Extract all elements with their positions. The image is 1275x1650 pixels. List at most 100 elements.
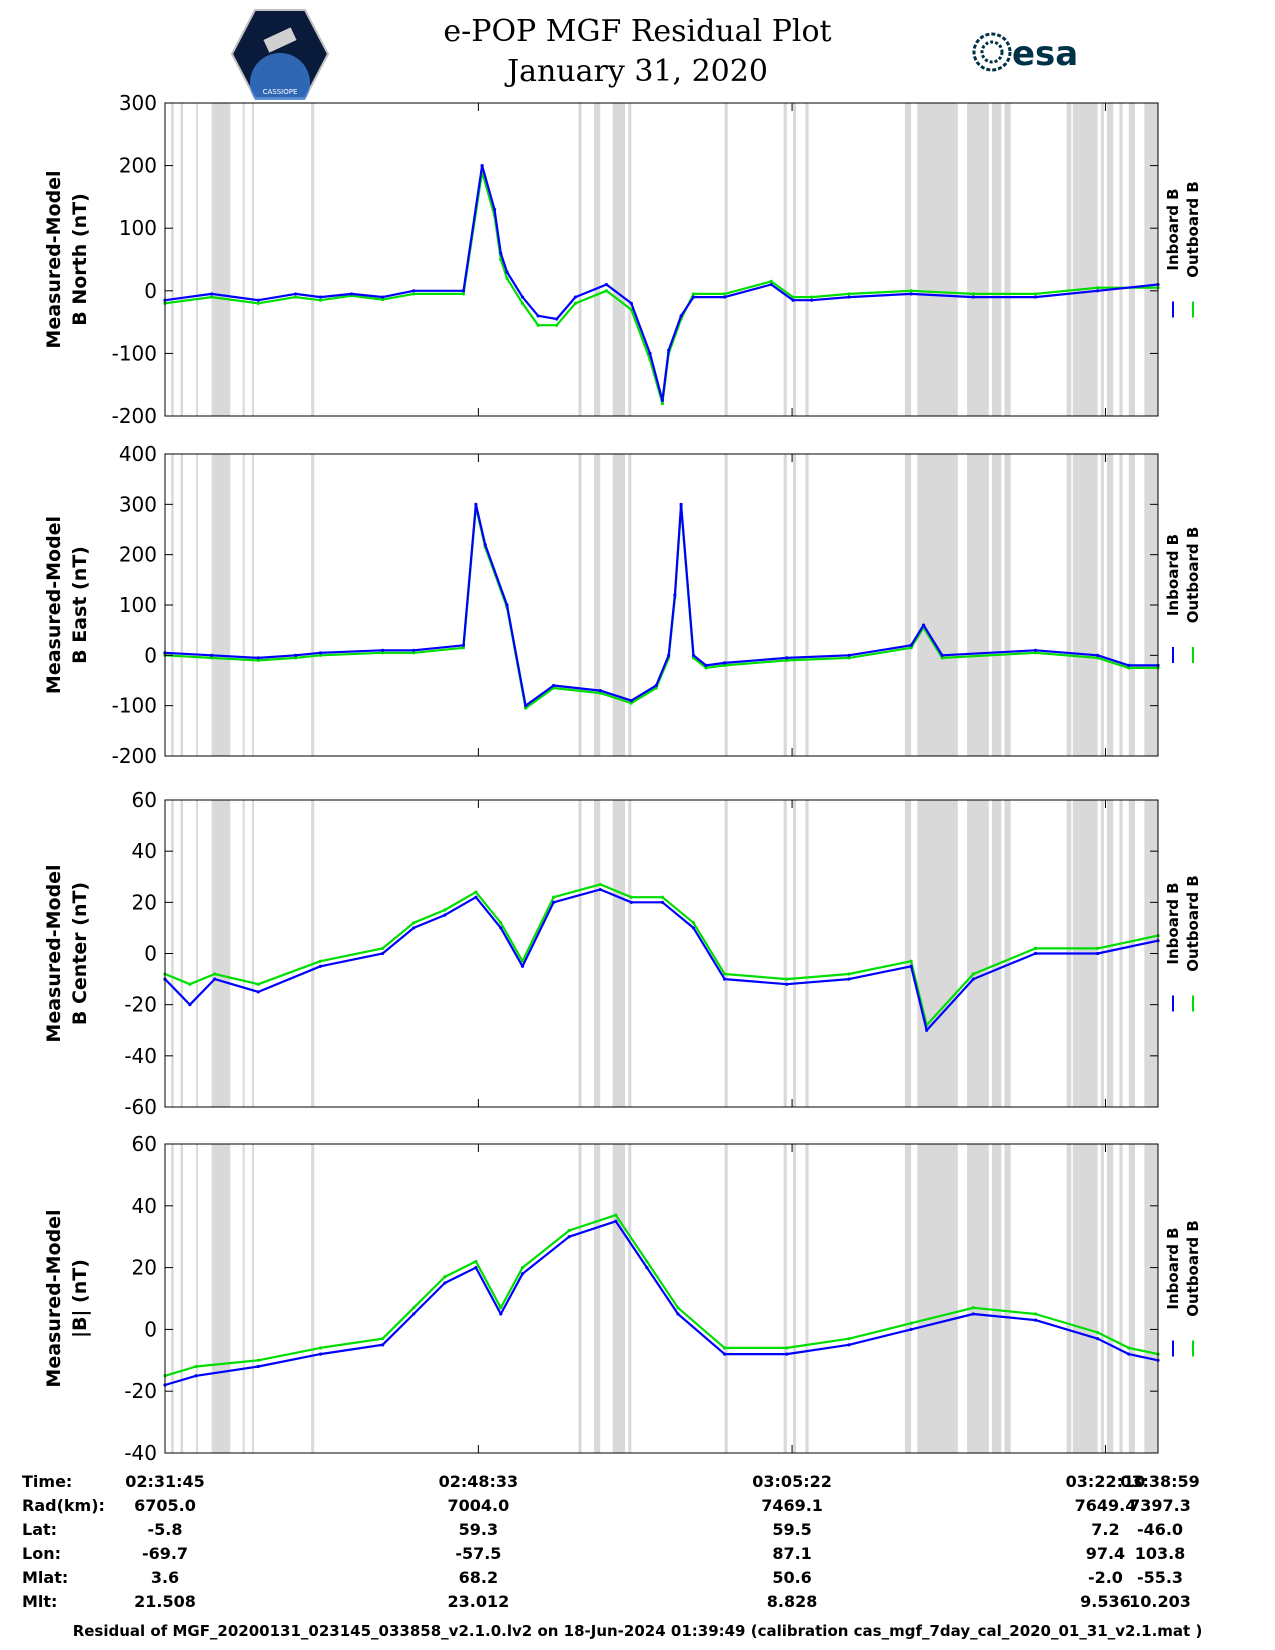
data-gap-band <box>612 1144 626 1453</box>
data-gap-band <box>628 800 632 1107</box>
footer-caption: Residual of MGF_20200131_023145_033858_v… <box>72 1622 1203 1640</box>
data-point-outboard <box>598 691 602 695</box>
series-line-inboard <box>164 164 1159 402</box>
legend-inboard-label: Inboard B <box>1164 188 1182 270</box>
data-point-outboard <box>1033 651 1038 655</box>
data-point-inboard <box>909 292 913 296</box>
data-point-outboard <box>499 921 503 925</box>
data-gap-band <box>805 454 809 756</box>
data-point-inboard <box>847 977 851 981</box>
data-gap-band <box>211 103 231 416</box>
data-point-inboard <box>971 295 975 299</box>
data-point-inboard <box>318 651 323 655</box>
data-gap-band <box>991 1144 1002 1453</box>
data-point-inboard <box>769 282 773 287</box>
panel-3: -60 -40 -20 0 20 40 60 Measured-Model B Center (… <box>43 788 1202 1119</box>
data-point-inboard <box>536 314 540 318</box>
esa-logo-text: esa <box>1012 34 1078 74</box>
y-tick-label: 100 <box>119 593 157 617</box>
data-point-inboard <box>691 295 696 299</box>
y-tick-label: 300 <box>119 492 157 516</box>
y-tick-label: -100 <box>112 694 157 718</box>
data-gap-band <box>594 103 601 416</box>
table-cell: 6705.0 <box>134 1496 196 1515</box>
data-point-inboard <box>1127 663 1131 668</box>
data-point-inboard <box>691 653 696 657</box>
data-point-inboard <box>940 653 944 657</box>
data-gap-band <box>311 800 315 1107</box>
data-gap-band <box>917 1144 958 1453</box>
data-point-outboard <box>604 289 609 293</box>
data-point-outboard <box>723 1346 727 1350</box>
data-point-inboard <box>629 699 633 703</box>
cassiope-logo-icon: CASSIOPE <box>230 9 330 100</box>
data-point-inboard <box>256 1364 260 1369</box>
data-point-inboard <box>474 1266 478 1270</box>
data-gap-band <box>1066 1144 1072 1453</box>
table-cell: 03:38:59 <box>1120 1472 1200 1491</box>
data-point-inboard <box>723 977 727 981</box>
table-cell: 10.203 <box>1129 1592 1191 1611</box>
data-point-inboard <box>318 295 323 299</box>
data-gap-band <box>211 454 231 756</box>
data-point-inboard <box>679 314 683 318</box>
data-point-inboard <box>461 643 466 647</box>
data-point-inboard <box>381 1343 385 1347</box>
data-gap-band <box>252 800 255 1107</box>
data-point-inboard <box>723 1352 727 1356</box>
data-point-inboard <box>412 648 416 652</box>
y-tick-label: 400 <box>119 442 157 466</box>
data-point-inboard <box>256 656 260 660</box>
data-gap-band <box>196 103 199 416</box>
data-point-inboard <box>256 990 260 994</box>
table-cell: 02:48:33 <box>439 1472 519 1491</box>
data-point-outboard <box>536 323 540 327</box>
data-gap-band <box>724 800 728 1107</box>
data-point-outboard <box>810 295 814 299</box>
y-tick-label: 200 <box>119 543 157 567</box>
y-axis-label: Measured-Model <box>43 864 65 1042</box>
legend-outboard-label: Outboard B <box>1184 1220 1202 1317</box>
data-gap-band <box>594 454 601 756</box>
data-gap-band <box>967 800 989 1107</box>
data-gap-band <box>1119 454 1123 756</box>
data-point-outboard <box>188 982 192 986</box>
data-point-inboard <box>1033 1318 1038 1322</box>
data-gap-band <box>793 1144 797 1453</box>
data-point-inboard <box>499 926 503 930</box>
data-point-inboard <box>293 292 298 296</box>
plot-frame <box>164 1143 1159 1454</box>
data-point-inboard <box>443 1281 447 1285</box>
data-point-inboard <box>1096 1337 1100 1341</box>
data-point-outboard <box>971 1306 975 1310</box>
data-gap-band <box>180 1144 184 1453</box>
data-gap-band <box>180 454 184 756</box>
data-gap-band <box>904 103 912 416</box>
data-gap-band <box>1100 454 1104 756</box>
data-point-outboard <box>723 972 727 976</box>
data-point-inboard <box>614 1219 618 1223</box>
data-point-inboard <box>318 964 323 968</box>
data-gap-band <box>1107 454 1114 756</box>
data-gap-band <box>628 454 632 756</box>
data-point-inboard <box>210 653 214 657</box>
series-line-outboard <box>164 170 1158 405</box>
table-cell: 50.6 <box>772 1568 811 1587</box>
data-point-outboard <box>645 1259 649 1264</box>
table-cell: 59.5 <box>772 1520 811 1539</box>
data-point-outboard <box>256 982 260 986</box>
data-gap-band <box>171 1144 174 1453</box>
data-point-inboard <box>971 1312 975 1316</box>
data-point-outboard <box>256 658 260 662</box>
table-cell: 7649.4 <box>1075 1496 1137 1515</box>
data-gap-band <box>904 1144 912 1453</box>
data-point-inboard <box>1033 951 1038 956</box>
y-axis-label: B Center (nT) <box>69 882 91 1025</box>
data-gap-band <box>196 454 199 756</box>
data-gap-band <box>1119 800 1123 1107</box>
y-axis-label: |B| (nT) <box>69 1259 91 1338</box>
table-cell: 9.536 <box>1080 1592 1131 1611</box>
data-gap-band <box>628 103 632 416</box>
table-cell: 68.2 <box>459 1568 498 1587</box>
data-point-outboard <box>520 959 525 963</box>
